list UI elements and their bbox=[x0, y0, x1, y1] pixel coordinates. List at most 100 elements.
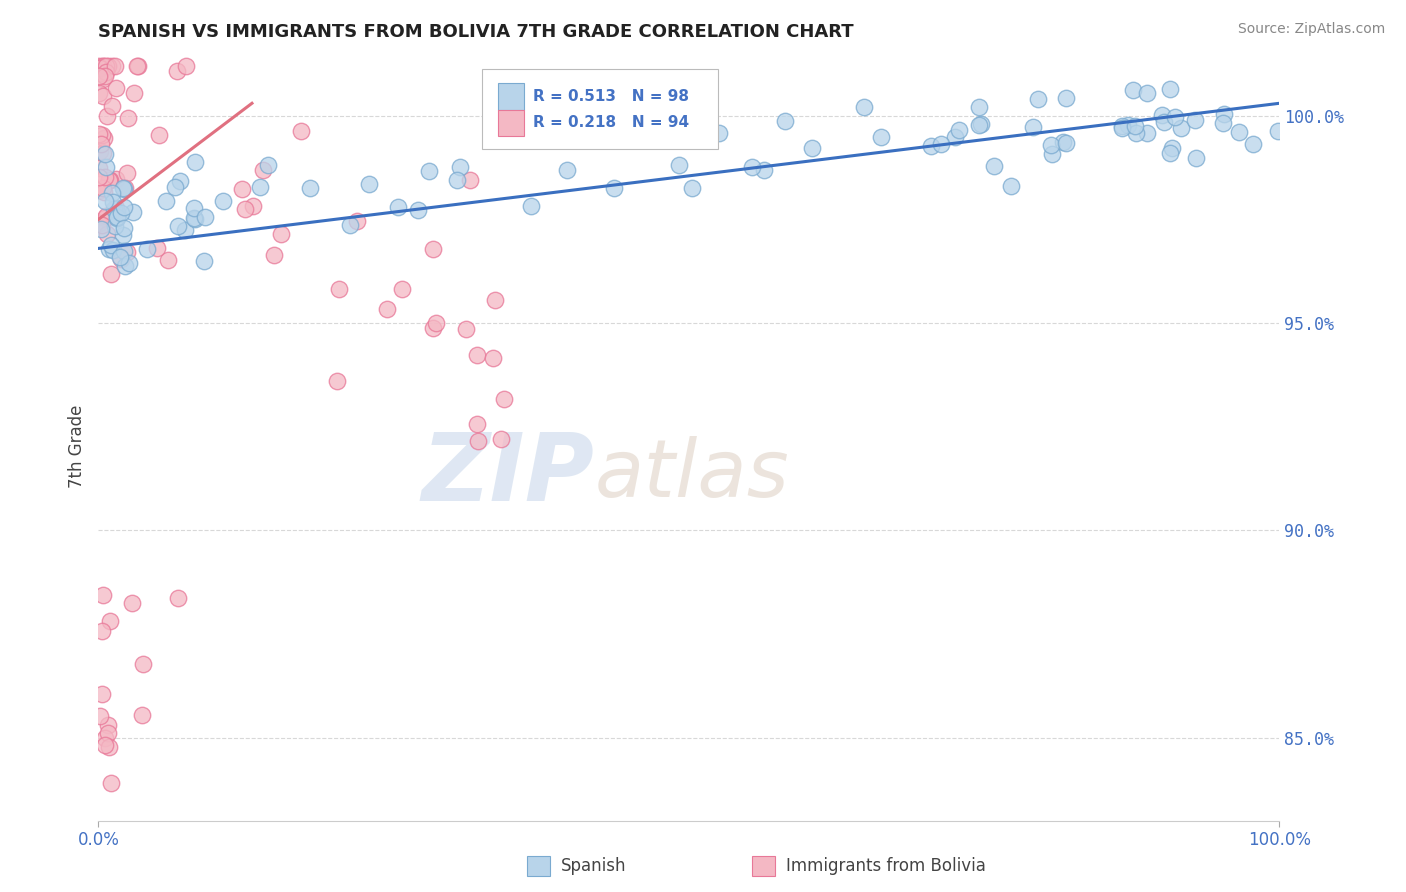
Point bbox=[96, 65, 118, 79]
Point bbox=[114, 181, 136, 195]
Point bbox=[1056, 136, 1078, 151]
Point bbox=[943, 130, 966, 145]
Point bbox=[94, 169, 117, 184]
Point bbox=[103, 243, 125, 257]
Point bbox=[91, 624, 114, 638]
Point bbox=[184, 212, 207, 227]
Point bbox=[1160, 140, 1182, 154]
Point bbox=[132, 657, 155, 671]
Point bbox=[456, 321, 478, 335]
Point bbox=[167, 591, 190, 606]
Point bbox=[105, 211, 128, 226]
Point bbox=[298, 181, 321, 195]
Point bbox=[176, 59, 198, 73]
Point bbox=[103, 59, 125, 73]
Point bbox=[446, 173, 468, 187]
FancyBboxPatch shape bbox=[752, 856, 775, 876]
Point bbox=[148, 128, 170, 143]
Point bbox=[100, 238, 122, 252]
Point bbox=[96, 59, 118, 73]
Point bbox=[94, 731, 117, 746]
Point bbox=[97, 173, 120, 187]
Text: SPANISH VS IMMIGRANTS FROM BOLIVIA 7TH GRADE CORRELATION CHART: SPANISH VS IMMIGRANTS FROM BOLIVIA 7TH G… bbox=[98, 23, 853, 41]
Point bbox=[94, 194, 117, 208]
Text: R = 0.218   N = 94: R = 0.218 N = 94 bbox=[533, 115, 689, 130]
Point bbox=[1054, 91, 1077, 105]
Point bbox=[117, 111, 139, 125]
Point bbox=[89, 145, 111, 159]
Point bbox=[97, 718, 120, 732]
Point bbox=[1170, 120, 1192, 135]
Point bbox=[117, 256, 139, 270]
Point bbox=[387, 200, 409, 214]
Point bbox=[89, 61, 111, 75]
Point bbox=[1026, 92, 1049, 106]
Point bbox=[270, 227, 292, 242]
Point bbox=[602, 181, 624, 195]
Point bbox=[967, 100, 990, 114]
Point bbox=[157, 252, 180, 267]
Point bbox=[1123, 119, 1146, 133]
Point bbox=[89, 183, 111, 197]
Point bbox=[121, 596, 143, 610]
Point bbox=[101, 98, 124, 112]
Text: 7th Grade: 7th Grade bbox=[69, 404, 86, 488]
Point bbox=[1159, 145, 1181, 160]
Point bbox=[114, 260, 136, 274]
Point bbox=[100, 776, 122, 790]
Point bbox=[422, 321, 444, 335]
Point bbox=[1159, 82, 1181, 96]
Point bbox=[94, 211, 117, 225]
Point bbox=[1052, 135, 1074, 149]
Point bbox=[1153, 115, 1175, 129]
Point bbox=[741, 161, 763, 175]
Point bbox=[1184, 151, 1206, 165]
Point bbox=[98, 172, 121, 186]
Point bbox=[98, 739, 121, 754]
Point bbox=[183, 211, 205, 225]
Point bbox=[91, 181, 114, 195]
Point bbox=[252, 163, 274, 178]
Point bbox=[101, 195, 124, 210]
Point bbox=[1125, 126, 1147, 140]
Point bbox=[112, 181, 135, 195]
Point bbox=[165, 180, 187, 194]
Point bbox=[97, 59, 120, 73]
Point bbox=[93, 70, 115, 84]
Point bbox=[108, 251, 131, 265]
Point bbox=[1000, 178, 1022, 193]
Point bbox=[91, 218, 114, 232]
Point bbox=[169, 174, 191, 188]
Point bbox=[166, 64, 188, 78]
Text: Source: ZipAtlas.com: Source: ZipAtlas.com bbox=[1237, 22, 1385, 37]
Point bbox=[89, 86, 111, 100]
Point bbox=[110, 252, 132, 267]
Point bbox=[948, 123, 970, 137]
Point bbox=[91, 72, 114, 87]
Point bbox=[87, 59, 110, 73]
Point bbox=[91, 59, 114, 73]
Point bbox=[184, 155, 207, 169]
Point bbox=[212, 194, 235, 209]
Point bbox=[89, 161, 111, 175]
Point bbox=[174, 223, 197, 237]
FancyBboxPatch shape bbox=[527, 856, 550, 876]
Point bbox=[100, 267, 122, 281]
FancyBboxPatch shape bbox=[498, 110, 523, 136]
Point bbox=[752, 162, 775, 177]
Point bbox=[87, 70, 110, 84]
Point bbox=[96, 227, 118, 242]
Point bbox=[93, 147, 115, 161]
Point bbox=[983, 159, 1005, 173]
Point bbox=[112, 200, 135, 214]
Point bbox=[1212, 115, 1234, 129]
Point bbox=[425, 316, 447, 330]
Point bbox=[112, 228, 135, 243]
Point bbox=[91, 88, 114, 103]
Point bbox=[852, 100, 875, 114]
FancyBboxPatch shape bbox=[498, 83, 523, 110]
Point bbox=[458, 173, 481, 187]
Point bbox=[105, 80, 128, 95]
Point bbox=[104, 219, 127, 234]
Point bbox=[1111, 119, 1133, 133]
